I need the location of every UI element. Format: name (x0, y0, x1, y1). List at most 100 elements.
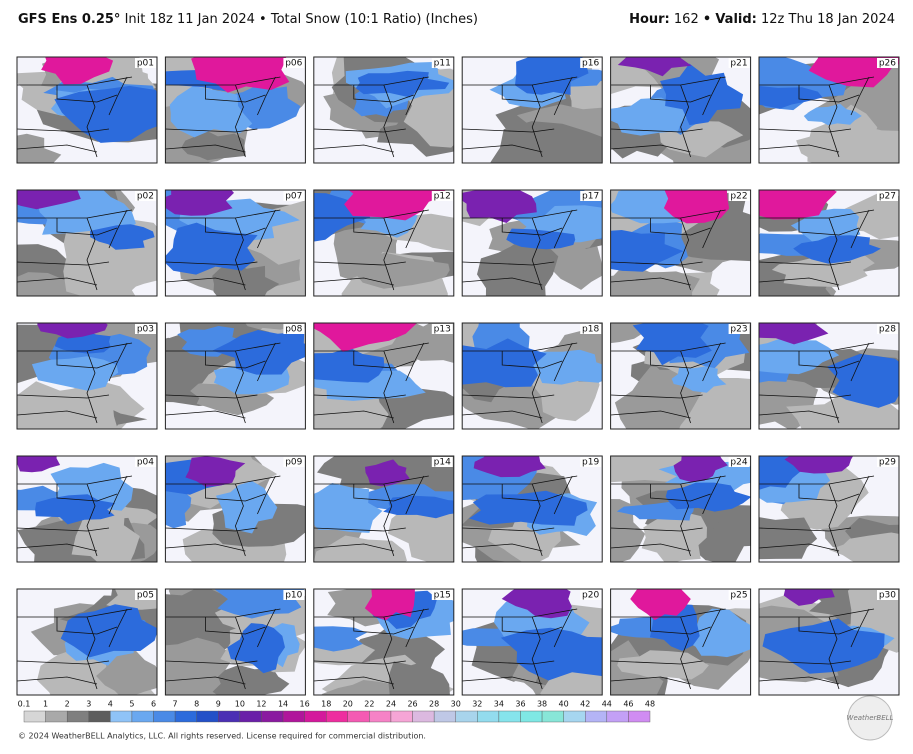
colorbar-cell (175, 711, 197, 722)
panel-label: p09 (285, 458, 302, 468)
colorbar-label: 6 (151, 700, 156, 709)
colorbar-label: 26 (407, 700, 417, 709)
colorbar-cell (391, 711, 413, 722)
colorbar-cell (283, 711, 305, 722)
colorbar-label: 4 (108, 700, 113, 709)
product: Total Snow (10:1 Ratio) (Inches) (270, 12, 478, 27)
colorbar-label: 44 (602, 700, 612, 709)
colorbar-cell (197, 711, 219, 722)
model: GFS Ens 0.25° (18, 12, 120, 27)
colorbar-cell (607, 711, 629, 722)
colorbar-label: 5 (129, 700, 134, 709)
colorbar-cell (46, 711, 68, 722)
colorbar-label: 20 (343, 700, 353, 709)
init: Init 18z 11 Jan 2024 (125, 12, 255, 27)
colorbar-label: 7 (173, 700, 178, 709)
colorbar-label: 16 (300, 700, 310, 709)
colorbar-label: 9 (216, 700, 221, 709)
panel-label: p20 (582, 591, 599, 601)
colorbar-cell (218, 711, 240, 722)
panel-label: p19 (582, 458, 599, 468)
colorbar-cell (520, 711, 542, 722)
colorbar-label: 46 (623, 700, 633, 709)
colorbar-cell (564, 711, 586, 722)
panel-label: p25 (730, 591, 747, 601)
copyright: © 2024 WeatherBELL Analytics, LLC. All r… (18, 732, 426, 741)
panel-label: p10 (285, 591, 302, 601)
panel-label: p23 (730, 325, 747, 335)
colorbar-label: 28 (429, 700, 439, 709)
panel-label: p06 (285, 59, 302, 69)
map-panel (0, 164, 177, 312)
hour-label: Hour: (629, 12, 670, 27)
colorbar-cell (67, 711, 89, 722)
colorbar-cell (326, 711, 348, 722)
colorbar-label: 30 (451, 700, 461, 709)
colorbar-label: 36 (515, 700, 525, 709)
colorbar-cell (132, 711, 154, 722)
colorbar-label: 32 (472, 700, 482, 709)
colorbar-label: 10 (235, 700, 245, 709)
logo: WeatherBELL (847, 714, 894, 722)
colorbar-cell (305, 711, 327, 722)
colorbar-cell (434, 711, 456, 722)
colorbar-cell (110, 711, 132, 722)
colorbar-label: 38 (537, 700, 547, 709)
panel-label: p13 (434, 325, 451, 335)
colorbar-label: 18 (321, 700, 331, 709)
panel-label: p27 (879, 192, 896, 202)
panel-label: p28 (879, 325, 896, 335)
colorbar-label: 2 (65, 700, 70, 709)
panel-label: p29 (879, 458, 896, 468)
colorbar-cell (348, 711, 370, 722)
panel-label: p17 (582, 192, 599, 202)
snow-heavy (365, 574, 415, 621)
panel-label: p01 (137, 59, 154, 69)
panel-label: p11 (434, 59, 451, 69)
panel-label: p04 (137, 458, 154, 468)
map-panel (429, 446, 602, 588)
panel-label: p14 (434, 458, 451, 468)
panel-label: p18 (582, 325, 599, 335)
panel-label: p05 (137, 591, 154, 601)
colorbar-cell (456, 711, 478, 722)
colorbar-cell (261, 711, 283, 722)
colorbar-cell (477, 711, 499, 722)
valid-label: Valid: (715, 12, 757, 27)
colorbar-label: 8 (194, 700, 199, 709)
panel-label: p21 (730, 59, 747, 69)
panel-label: p22 (730, 192, 747, 202)
colorbar-label: 3 (86, 700, 91, 709)
sep: • (259, 12, 267, 27)
colorbar-cell (89, 711, 111, 722)
colorbar-cell (413, 711, 435, 722)
colorbar-cell (24, 711, 46, 722)
colorbar-label: 12 (256, 700, 266, 709)
colorbar-label: 48 (645, 700, 655, 709)
colorbar-cell (585, 711, 607, 722)
colorbar-cell (628, 711, 650, 722)
colorbar-cell (499, 711, 521, 722)
colorbar-cell (240, 711, 262, 722)
colorbar-label: 1 (43, 700, 48, 709)
panels: p01p02p03p04p05p06p07p08p09p10p11p12p13p… (0, 26, 913, 729)
colorbar-label: 42 (580, 700, 590, 709)
snow-heavy (664, 179, 729, 224)
colorbar-cell (154, 711, 176, 722)
colorbar-cell (369, 711, 391, 722)
panel-label: p24 (730, 458, 747, 468)
header-title: GFS Ens 0.25° Init 18z 11 Jan 2024 • Tot… (18, 12, 478, 27)
colorbar-cell (542, 711, 564, 722)
panel-label: p08 (285, 325, 302, 335)
panel-label: p03 (137, 325, 154, 335)
map-panel (725, 293, 913, 444)
hour: 162 (674, 12, 699, 27)
sep: • (703, 12, 711, 27)
panel-label: p26 (879, 59, 896, 69)
colorbar-label: 40 (559, 700, 569, 709)
panel-label: p07 (285, 192, 302, 202)
colorbar-label: 34 (494, 700, 504, 709)
colorbar-label: 0.1 (18, 700, 31, 709)
